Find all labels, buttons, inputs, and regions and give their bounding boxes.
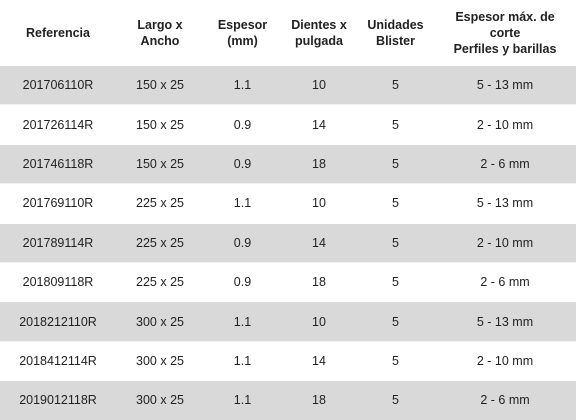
header-line: Espesor máx. de: [455, 9, 555, 24]
table-cell: 10: [281, 64, 357, 105]
table-cell: 18: [281, 261, 357, 302]
table-cell: 1.1: [204, 64, 281, 105]
table-header: Referencia Largo x Ancho Espesor (mm) Dientes…: [0, 0, 576, 66]
table-cell: 14: [281, 222, 357, 263]
table-cell: 201769110R: [0, 183, 116, 224]
table-cell: 2019012118R: [0, 380, 116, 420]
table-cell: 5: [357, 261, 434, 302]
header-line: Referencia: [26, 25, 90, 40]
table-row: 201726114R 150 x 25 0.9 14 5 2 - 10 mm: [0, 104, 576, 145]
table-body: 201706110R 150 x 25 1.1 10 5 5 - 13 mm 2017261…: [0, 64, 576, 420]
table-cell: 201726114R: [0, 104, 116, 145]
table-row: 201706110R 150 x 25 1.1 10 5 5 - 13 mm: [0, 64, 576, 105]
table-row: 2019012118R 300 x 25 1.1 18 5 2 - 6 mm: [0, 380, 576, 420]
table-cell: 1.1: [204, 380, 281, 420]
header-cell: Espesor (mm): [204, 0, 281, 66]
table-cell: 1.1: [204, 301, 281, 342]
table-cell: 201809118R: [0, 261, 116, 302]
table-cell: 5: [357, 340, 434, 381]
header-line: Blister: [376, 33, 415, 48]
table-row: 2018412114R 300 x 25 1.1 14 5 2 - 10 mm: [0, 340, 576, 381]
table-cell: 1.1: [204, 183, 281, 224]
table-cell: 2 - 6 mm: [434, 380, 576, 420]
header-line: Perfiles y barillas: [453, 41, 557, 56]
table-cell: 150 x 25: [116, 104, 204, 145]
table-cell: 150 x 25: [116, 64, 204, 105]
header-cell: Unidades Blister: [357, 0, 434, 66]
table-cell: 14: [281, 104, 357, 145]
table-cell: 201746118R: [0, 143, 116, 184]
table-cell: 10: [281, 183, 357, 224]
header-line: Unidades: [367, 17, 424, 32]
table-cell: 0.9: [204, 104, 281, 145]
table-cell: 5: [357, 64, 434, 105]
header-line: Espesor: [217, 17, 268, 32]
table-cell: 5: [357, 104, 434, 145]
header-cell: Referencia: [0, 0, 116, 66]
table-cell: 300 x 25: [116, 301, 204, 342]
table-cell: 2 - 6 mm: [434, 261, 576, 302]
table-cell: 5 - 13 mm: [434, 301, 576, 342]
table-cell: 14: [281, 340, 357, 381]
header-line: Largo x: [137, 17, 183, 32]
table-cell: 0.9: [204, 261, 281, 302]
header-cell: Largo x Ancho: [116, 0, 204, 66]
table-cell: 0.9: [204, 222, 281, 263]
table-row: 201769110R 225 x 25 1.1 10 5 5 - 13 mm: [0, 183, 576, 224]
table-cell: 5 - 13 mm: [434, 64, 576, 105]
header-line: Ancho: [140, 33, 180, 48]
table-cell: 2 - 10 mm: [434, 340, 576, 381]
table-cell: 225 x 25: [116, 261, 204, 302]
table-cell: 10: [281, 301, 357, 342]
table-cell: 5 - 13 mm: [434, 183, 576, 224]
header-line: Dientes x: [291, 17, 347, 32]
table-cell: 201706110R: [0, 64, 116, 105]
table-cell: 0.9: [204, 143, 281, 184]
header-line: pulgada: [295, 33, 343, 48]
table-cell: 1.1: [204, 340, 281, 381]
table-cell: 2 - 10 mm: [434, 222, 576, 263]
table-cell: 5: [357, 301, 434, 342]
header-row: Referencia Largo x Ancho Espesor (mm) Dientes…: [0, 0, 576, 66]
table-cell: 18: [281, 143, 357, 184]
table-cell: 2018212110R: [0, 301, 116, 342]
table-cell: 18: [281, 380, 357, 420]
table-cell: 2018412114R: [0, 340, 116, 381]
table-cell: 5: [357, 143, 434, 184]
table-row: 2018212110R 300 x 25 1.1 10 5 5 - 13 mm: [0, 301, 576, 342]
header-line: (mm): [227, 33, 258, 48]
table-row: 201809118R 225 x 25 0.9 18 5 2 - 6 mm: [0, 261, 576, 302]
table-cell: 2 - 6 mm: [434, 143, 576, 184]
table-row: 201789114R 225 x 25 0.9 14 5 2 - 10 mm: [0, 222, 576, 263]
table-cell: 201789114R: [0, 222, 116, 263]
table-cell: 300 x 25: [116, 380, 204, 420]
header-cell: Espesor máx. de corte Perfiles y barillas: [434, 0, 576, 66]
table-cell: 2 - 10 mm: [434, 104, 576, 145]
header-cell: Dientes x pulgada: [281, 0, 357, 66]
table-cell: 5: [357, 222, 434, 263]
table-row: 201746118R 150 x 25 0.9 18 5 2 - 6 mm: [0, 143, 576, 184]
table-cell: 150 x 25: [116, 143, 204, 184]
table-cell: 225 x 25: [116, 222, 204, 263]
table-cell: 300 x 25: [116, 340, 204, 381]
table-cell: 5: [357, 380, 434, 420]
header-line: corte: [489, 25, 521, 40]
table-cell: 225 x 25: [116, 183, 204, 224]
table-cell: 5: [357, 183, 434, 224]
